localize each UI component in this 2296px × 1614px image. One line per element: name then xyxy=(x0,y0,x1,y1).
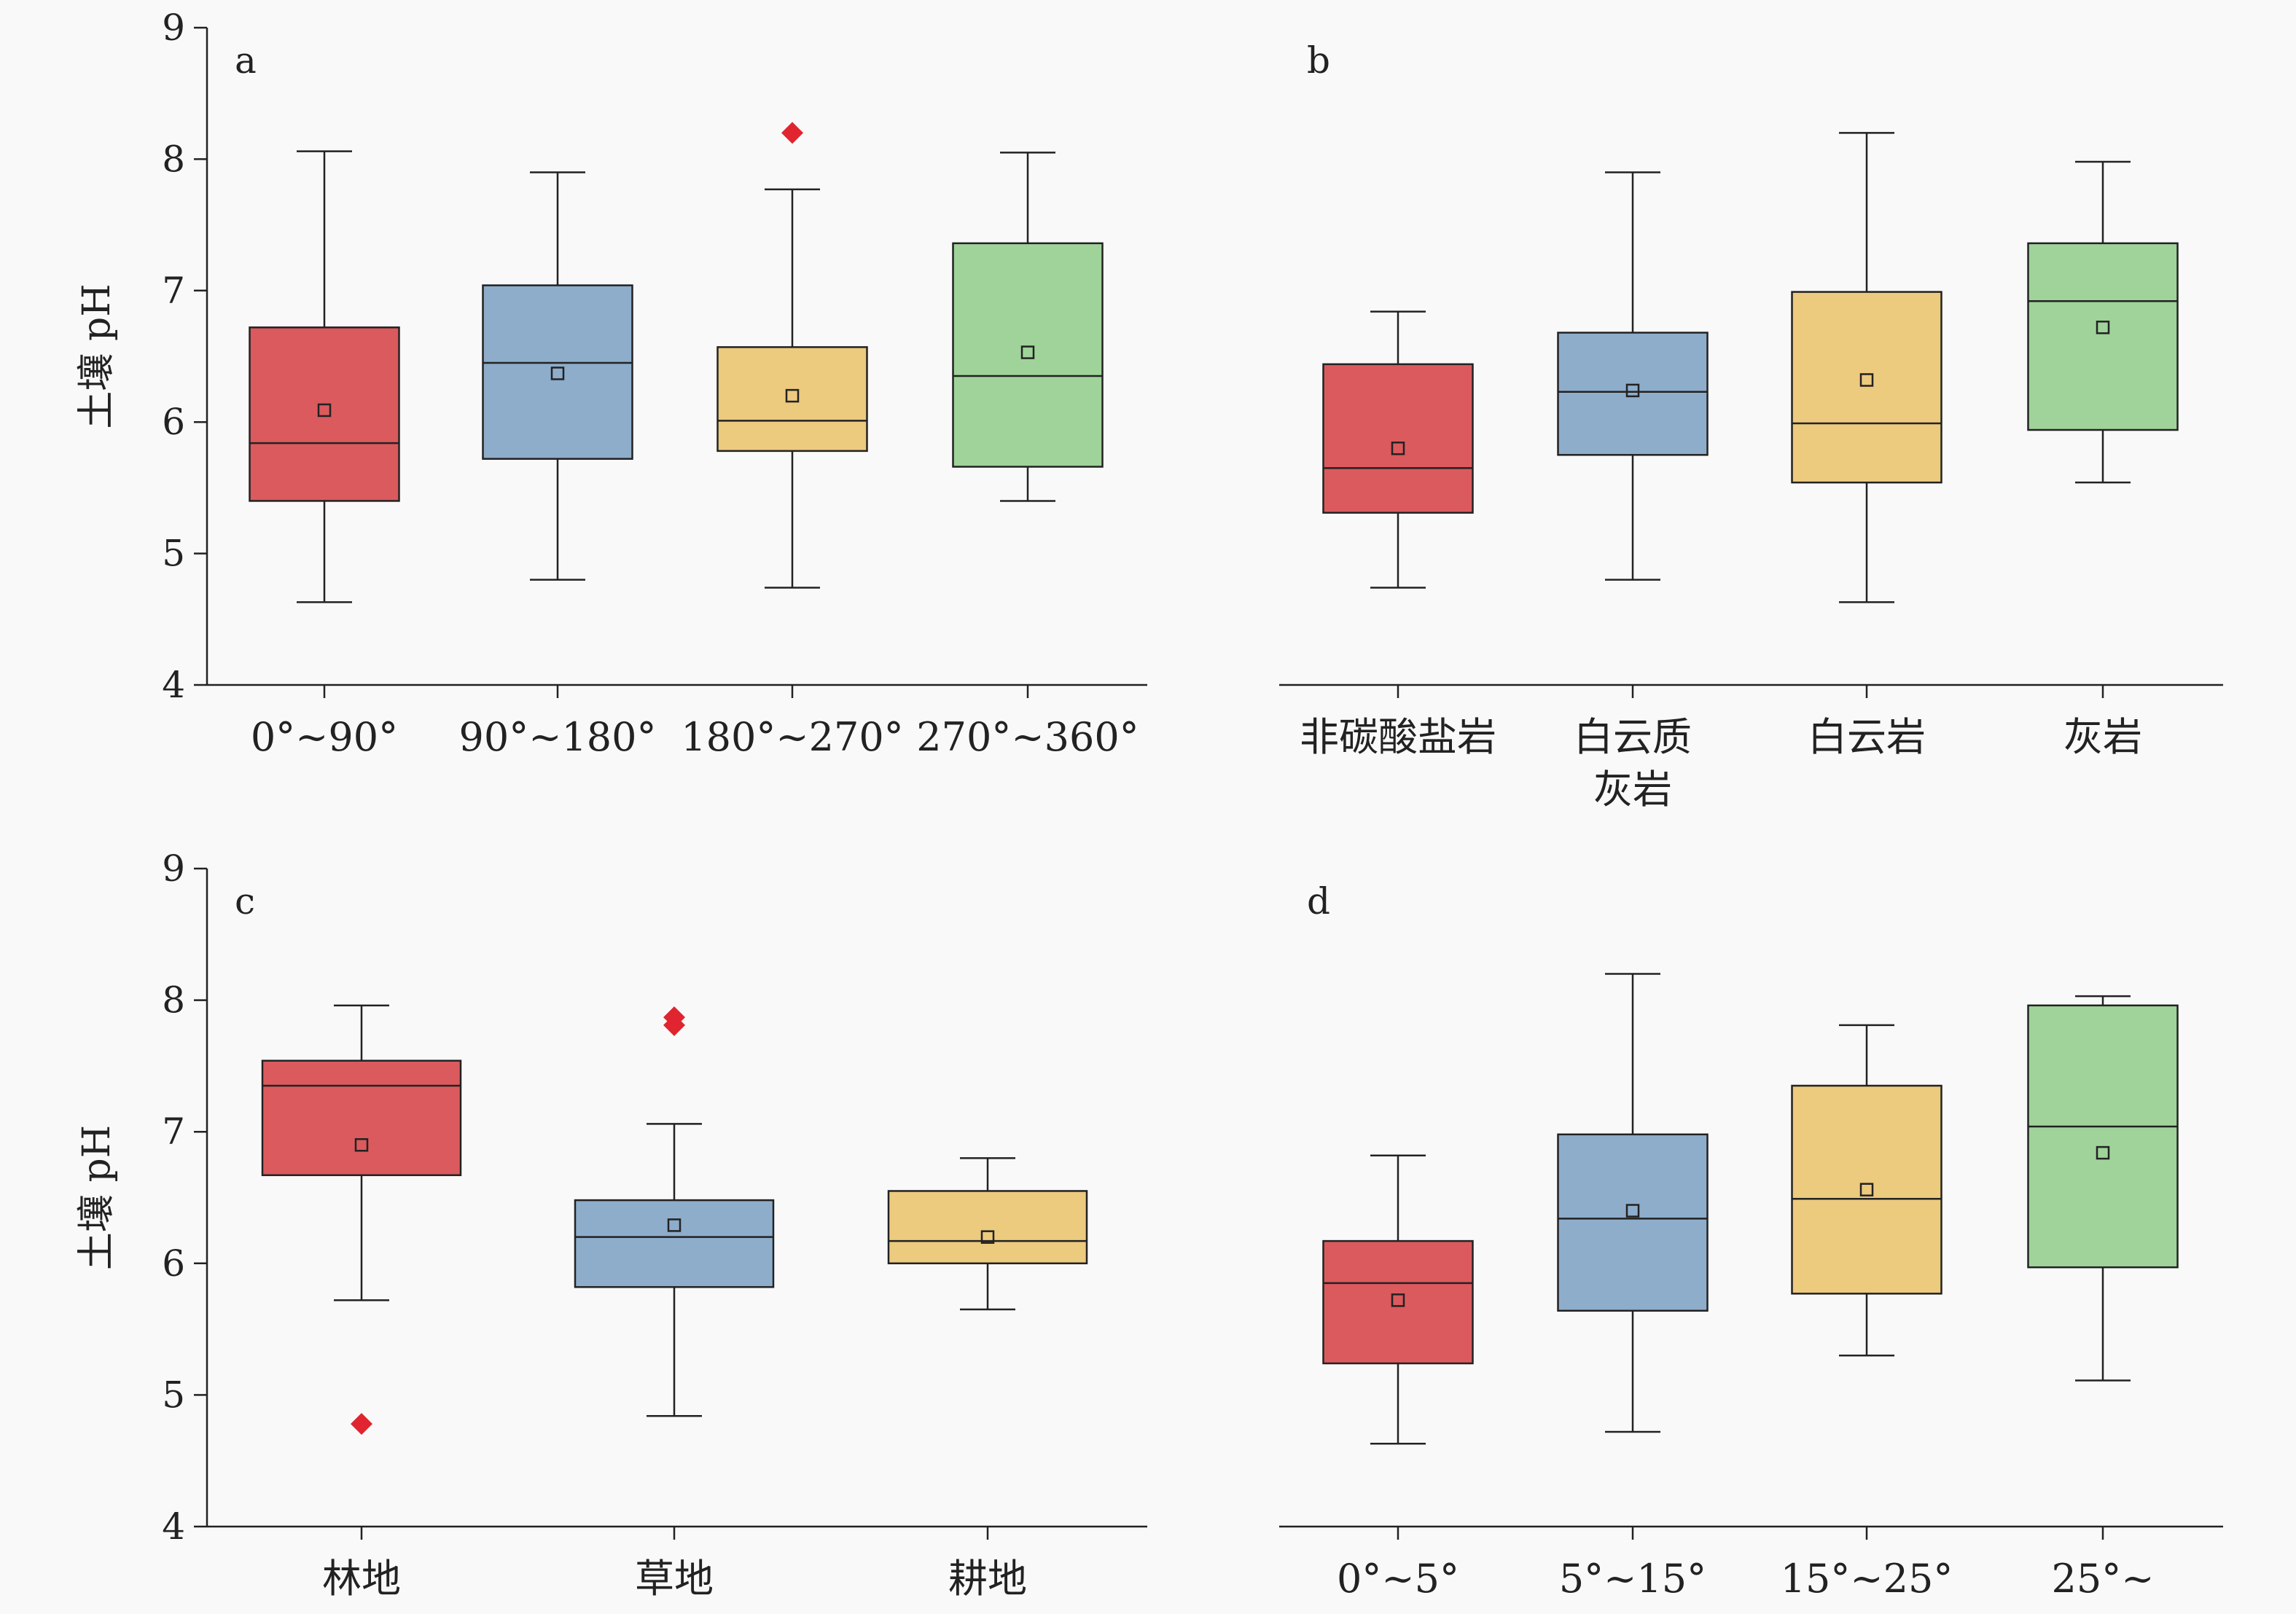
iqr-box xyxy=(887,1190,1088,1265)
x-category-label: 0°~5° xyxy=(1337,1556,1459,1602)
iqr-box xyxy=(716,346,868,453)
mean-marker xyxy=(1391,1293,1405,1307)
x-category-label: 0°~90° xyxy=(251,714,398,760)
panel-d: d 0°~5° 5°~15° 15°~25° 25°~ xyxy=(1279,880,2223,1602)
mean-marker xyxy=(1859,373,1874,387)
x-category-label: 270°~360° xyxy=(916,714,1139,760)
iqr-box xyxy=(1557,1133,1709,1312)
x-category-label: 5°~15° xyxy=(1559,1556,1706,1602)
panel-a: 4 5 6 7 8 9 土壤 pH a 0°~90° 90°~180° 180°~270° 270°~… xyxy=(75,7,1147,760)
outlier-point xyxy=(351,1413,372,1435)
x-category-label: 灰岩 xyxy=(2063,714,2142,760)
y-tick-label: 9 xyxy=(162,7,185,49)
x-category-label: 非碳酸盐岩 xyxy=(1300,714,1496,760)
iqr-box xyxy=(1322,1239,1474,1365)
iqr-box xyxy=(482,284,633,460)
box-3: 耕地 xyxy=(887,1157,1088,1602)
iqr-box xyxy=(1791,1084,1942,1295)
x-category-label: 15°~25° xyxy=(1781,1556,1953,1602)
iqr-box xyxy=(2027,1004,2179,1269)
panel-c: 4 5 6 7 8 9 土壤 pH c 林地 草地 耕地 xyxy=(75,847,1147,1602)
x-category-label: 草地 xyxy=(635,1556,714,1602)
iqr-box xyxy=(1322,363,1474,514)
y-tick-label: 5 xyxy=(162,1374,185,1416)
box-2: 5°~15° xyxy=(1557,973,1709,1602)
iqr-box xyxy=(952,242,1104,468)
mean-marker xyxy=(354,1138,369,1152)
iqr-box xyxy=(2027,242,2179,431)
y-tick-label: 5 xyxy=(162,533,185,575)
panel-letter: a xyxy=(235,39,257,82)
y-axis-label: 土壤 pH xyxy=(75,283,119,428)
box-2: 草地 xyxy=(574,1006,775,1602)
y-tick-label: 4 xyxy=(162,664,185,706)
y-tick-label: 6 xyxy=(162,401,185,443)
x-category-label: 180°~270° xyxy=(681,714,903,760)
mean-marker xyxy=(1625,1204,1640,1218)
y-axis-label: 土壤 pH xyxy=(75,1125,119,1270)
mean-marker xyxy=(785,388,800,403)
y-tick-label: 9 xyxy=(162,847,185,890)
y-tick-label: 8 xyxy=(162,979,185,1022)
mean-marker xyxy=(317,403,332,418)
x-category-label: 耕地 xyxy=(948,1556,1027,1602)
x-category-label: 灰岩 xyxy=(1593,767,1672,812)
box-3: 白云岩 xyxy=(1791,132,1942,760)
mean-marker xyxy=(1020,345,1035,359)
box-3: 15°~25° xyxy=(1781,1024,1953,1602)
x-category-label: 25°~ xyxy=(2052,1556,2155,1602)
y-tick-label: 7 xyxy=(162,270,185,312)
box-1: 非碳酸盐岩 xyxy=(1300,310,1496,760)
iqr-box xyxy=(1791,291,1942,484)
box-1: 0°~5° xyxy=(1322,1154,1474,1602)
mean-marker xyxy=(2096,321,2110,334)
x-category-label: 白云质 xyxy=(1574,714,1692,760)
panel-letter: c xyxy=(235,880,255,922)
mean-marker xyxy=(2096,1145,2110,1160)
iqr-box xyxy=(261,1059,462,1177)
mean-marker xyxy=(1859,1183,1874,1196)
y-tick-label: 6 xyxy=(162,1242,185,1285)
box-1: 0°~90° xyxy=(249,150,400,760)
panel-letter: d xyxy=(1307,880,1330,922)
outlier-point xyxy=(781,122,803,144)
y-tick-label: 7 xyxy=(162,1110,185,1153)
iqr-box xyxy=(249,326,400,502)
box-3: 180°~270° xyxy=(681,122,904,760)
box-2: 90°~180° xyxy=(458,171,657,760)
panel-letter: b xyxy=(1307,39,1330,82)
iqr-box xyxy=(574,1199,775,1288)
box-4: 25°~ xyxy=(2027,995,2179,1602)
box-4: 灰岩 xyxy=(2027,160,2179,760)
outlier-point xyxy=(663,1014,685,1036)
y-tick-label: 8 xyxy=(162,138,185,180)
mean-marker xyxy=(980,1230,995,1244)
box-4: 270°~360° xyxy=(916,152,1139,760)
iqr-box xyxy=(1557,332,1709,456)
mean-marker xyxy=(667,1218,682,1232)
mean-marker xyxy=(1625,383,1640,398)
mean-marker xyxy=(550,367,565,380)
mean-marker xyxy=(1391,442,1405,455)
y-tick-label: 4 xyxy=(162,1505,185,1548)
x-category-label: 白云岩 xyxy=(1808,714,1926,760)
x-category-label: 林地 xyxy=(322,1556,401,1602)
x-category-label: 90°~180° xyxy=(458,714,656,760)
box-1: 林地 xyxy=(261,1004,462,1602)
